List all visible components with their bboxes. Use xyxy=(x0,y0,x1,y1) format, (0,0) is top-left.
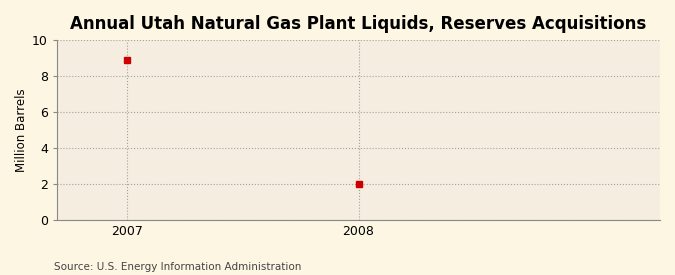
Text: Source: U.S. Energy Information Administration: Source: U.S. Energy Information Administ… xyxy=(54,262,301,271)
Title: Annual Utah Natural Gas Plant Liquids, Reserves Acquisitions: Annual Utah Natural Gas Plant Liquids, R… xyxy=(70,15,647,33)
Y-axis label: Million Barrels: Million Barrels xyxy=(15,88,28,172)
